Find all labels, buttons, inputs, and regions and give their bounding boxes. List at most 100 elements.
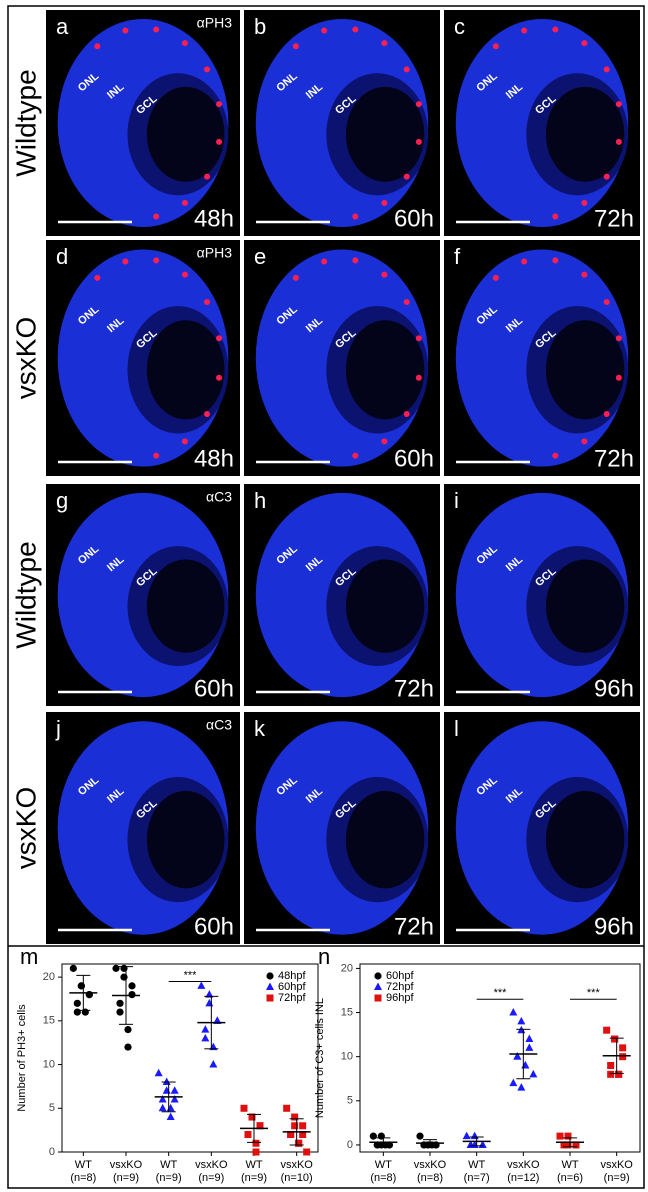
- mitotic-cell: [216, 335, 223, 342]
- mitotic-cell: [581, 199, 588, 206]
- time-label: 72h: [594, 445, 634, 472]
- data-point: [73, 1008, 81, 1016]
- mitotic-cell: [181, 271, 188, 278]
- mitotic-cell: [581, 271, 588, 278]
- y-tick-label: 20: [341, 962, 353, 974]
- data-point: [299, 1131, 307, 1139]
- panel-letter: d: [56, 244, 68, 269]
- x-tick-label: WT: [375, 1159, 392, 1171]
- time-label: 96h: [594, 913, 634, 940]
- n-label: (n=7): [464, 1172, 490, 1184]
- mitotic-cell: [321, 258, 328, 265]
- mitotic-cell: [216, 101, 223, 108]
- lens: [545, 320, 625, 420]
- data-point: [525, 1034, 534, 1043]
- data-point: [205, 990, 214, 998]
- mitotic-cell: [204, 410, 211, 417]
- mitotic-cell: [603, 66, 610, 73]
- legend-label: 60hpf: [386, 970, 414, 982]
- data-point: [374, 994, 382, 1002]
- stain-label: αPH3: [197, 15, 233, 31]
- data-point: [197, 981, 206, 989]
- data-point: [154, 1068, 163, 1077]
- data-point: [603, 1026, 611, 1034]
- data-point: [517, 1016, 526, 1025]
- panel-letter: b: [254, 14, 266, 39]
- x-tick-label: vsxKO: [280, 1159, 313, 1171]
- mitotic-cell: [204, 299, 211, 306]
- plot-frame: [61, 963, 319, 1153]
- x-tick-label: vsxKO: [414, 1159, 447, 1171]
- mitotic-cell: [292, 43, 299, 50]
- mitotic-cell: [492, 274, 499, 281]
- legend-label: 72hpf: [278, 992, 306, 1004]
- time-label: 72h: [394, 675, 434, 702]
- mitotic-cell: [381, 199, 388, 206]
- data-point: [525, 1043, 534, 1051]
- time-label: 72h: [594, 205, 634, 232]
- mitotic-cell: [153, 213, 160, 220]
- data-point: [615, 1070, 623, 1078]
- mitotic-cell: [352, 213, 359, 220]
- data-point: [248, 1113, 256, 1121]
- data-point: [116, 999, 124, 1007]
- data-point: [283, 1104, 291, 1112]
- data-point: [201, 1033, 210, 1042]
- time-label: 60h: [394, 445, 434, 472]
- n-label: (n=9): [198, 1172, 224, 1184]
- lens: [146, 320, 225, 420]
- data-point: [428, 1141, 436, 1149]
- data-point: [291, 1122, 299, 1130]
- mitotic-cell: [552, 26, 559, 33]
- data-point: [120, 964, 128, 972]
- data-point: [266, 972, 274, 980]
- mitotic-cell: [181, 199, 188, 206]
- stain-label: αC3: [206, 489, 232, 505]
- data-point: [240, 1104, 248, 1112]
- data-point: [256, 1122, 264, 1130]
- time-label: 48h: [194, 205, 234, 232]
- mitotic-cell: [521, 27, 528, 34]
- data-point: [564, 1141, 572, 1149]
- mitotic-cell: [94, 43, 101, 50]
- mitotic-cell: [615, 374, 622, 381]
- y-axis-title: Number of PH3+ cells: [16, 1004, 28, 1112]
- significance-label: ***: [184, 969, 198, 981]
- data-point: [611, 1035, 619, 1043]
- data-point: [607, 1070, 615, 1078]
- y-tick-label: 5: [49, 1102, 55, 1114]
- data-point: [564, 1132, 572, 1140]
- mitotic-cell: [403, 410, 410, 417]
- panel-letter: e: [254, 244, 266, 269]
- mitotic-cell: [204, 66, 211, 73]
- mitotic-cell: [492, 43, 499, 50]
- mitotic-cell: [615, 138, 622, 145]
- x-tick-label: vsxKO: [507, 1159, 540, 1171]
- n-label: (n=6): [557, 1172, 583, 1184]
- data-point: [209, 1060, 218, 1068]
- data-point: [170, 1086, 179, 1094]
- mitotic-cell: [552, 213, 559, 220]
- data-point: [124, 1043, 132, 1051]
- mitotic-cell: [581, 438, 588, 445]
- data-point: [244, 1131, 252, 1139]
- mitotic-cell: [352, 257, 359, 264]
- mitotic-cell: [552, 452, 559, 459]
- data-point: [619, 1053, 627, 1061]
- data-point: [128, 991, 136, 999]
- data-point: [556, 1132, 564, 1140]
- mitotic-cell: [381, 438, 388, 445]
- mitotic-cell: [415, 374, 422, 381]
- n-label: (n=8): [370, 1172, 396, 1184]
- row-label: vsxKO: [10, 317, 41, 399]
- data-point: [158, 1095, 167, 1103]
- data-point: [509, 1008, 518, 1016]
- mitotic-cell: [204, 173, 211, 180]
- mitotic-cell: [603, 410, 610, 417]
- mitotic-cell: [94, 274, 101, 281]
- y-tick-label: 15: [341, 1006, 353, 1018]
- mitotic-cell: [122, 27, 129, 34]
- mitotic-cell: [521, 258, 528, 265]
- panel-letter: g: [56, 488, 68, 513]
- mitotic-cell: [321, 27, 328, 34]
